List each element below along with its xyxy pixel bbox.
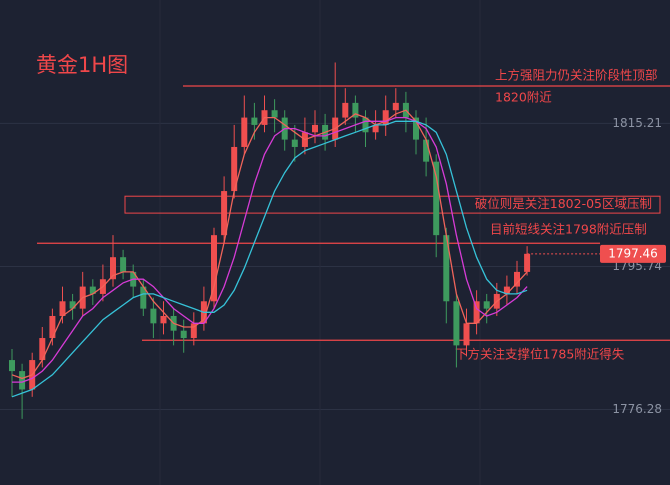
candle-body <box>120 257 127 272</box>
y-tick-label: 1815.21 <box>612 116 662 130</box>
candle-body <box>190 323 197 339</box>
candle-body <box>423 139 430 162</box>
last-price-label: 1797.46 <box>608 246 658 260</box>
candle-body <box>392 102 399 111</box>
candle-body <box>503 286 510 294</box>
last-price-tag <box>600 244 666 263</box>
candle-body <box>69 301 76 309</box>
candle-body <box>49 315 56 339</box>
annotation-text: 1820附近 <box>495 89 552 104</box>
candle-body <box>312 124 318 133</box>
annotation-text: 下方关注支撑位1785附近得失 <box>455 347 625 362</box>
candle-body <box>433 161 440 236</box>
candle-body <box>241 117 248 147</box>
candle-body <box>514 271 520 287</box>
candle-body <box>59 301 66 316</box>
candle-body <box>180 330 187 339</box>
candle-body <box>221 191 228 236</box>
moving-average-line <box>11 109 528 380</box>
candle-body <box>211 235 217 302</box>
candle-body <box>39 338 46 361</box>
candle-body <box>473 301 480 324</box>
candle-body <box>271 110 278 118</box>
annotation-text: 上方强阻力仍关注阶段性顶部 <box>495 67 658 82</box>
candle-body <box>413 117 419 140</box>
candle-body <box>140 286 147 309</box>
annotation-text: 破位则是关注1802-05区域压制 <box>475 196 652 211</box>
candle-body <box>463 323 470 346</box>
candle-body <box>443 235 450 302</box>
candle-body <box>453 301 460 346</box>
candle-body <box>150 308 157 324</box>
candle-body <box>362 117 369 133</box>
candle-body <box>342 102 349 118</box>
candle-body <box>9 360 15 372</box>
candle-body <box>291 139 298 147</box>
candle-body <box>372 124 379 133</box>
candle-body <box>251 117 258 125</box>
chart-title: 黄金1H图 <box>36 53 128 77</box>
moving-average-line <box>12 116 528 383</box>
candle-body <box>89 286 96 294</box>
candle-body <box>110 257 116 280</box>
candle-body <box>382 110 389 125</box>
annotation-text: 目前短线关注1798附近压制 <box>490 222 647 237</box>
candle-body <box>483 301 490 309</box>
candle-body <box>231 146 238 192</box>
annotation-box <box>124 195 661 214</box>
moving-average-line <box>11 120 528 398</box>
candle-body <box>352 102 359 118</box>
candle-body <box>160 315 167 324</box>
y-tick-label: 1776.28 <box>612 402 662 416</box>
candle-body <box>524 253 531 272</box>
candle-body <box>19 371 26 390</box>
